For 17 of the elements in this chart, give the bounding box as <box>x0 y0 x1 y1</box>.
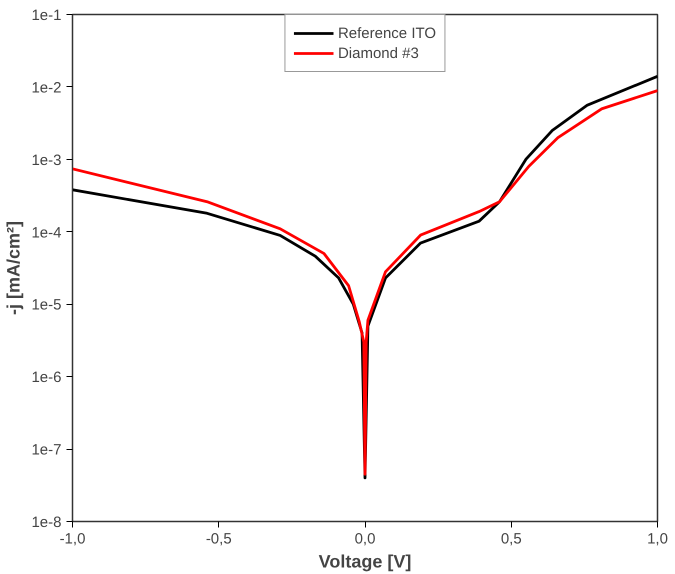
y-tick-label: 1e-1 <box>31 7 62 24</box>
legend-label: Diamond #3 <box>338 44 419 62</box>
y-tick-label: 1e-6 <box>31 369 62 386</box>
x-tick-label: 0,5 <box>500 530 522 548</box>
x-tick-label: 1,0 <box>647 530 668 548</box>
x-tick-label: -1,0 <box>60 530 86 548</box>
y-tick-label: 1e-3 <box>31 152 62 169</box>
x-tick-label: 0,0 <box>354 530 376 548</box>
y-tick-label: 1e-4 <box>31 224 62 242</box>
y-tick-label: 1e-5 <box>31 296 62 314</box>
y-tick-label: 1e-2 <box>31 79 62 96</box>
x-tick-label: -0,5 <box>206 530 232 548</box>
legend-label: Reference ITO <box>338 24 436 42</box>
x-axis-title: Voltage [V] <box>318 552 412 572</box>
y-axis-title: -j [mA/cm²] <box>3 221 24 315</box>
y-tick-label: 1e-8 <box>31 514 62 531</box>
y-tick-label: 1e-7 <box>31 442 62 459</box>
